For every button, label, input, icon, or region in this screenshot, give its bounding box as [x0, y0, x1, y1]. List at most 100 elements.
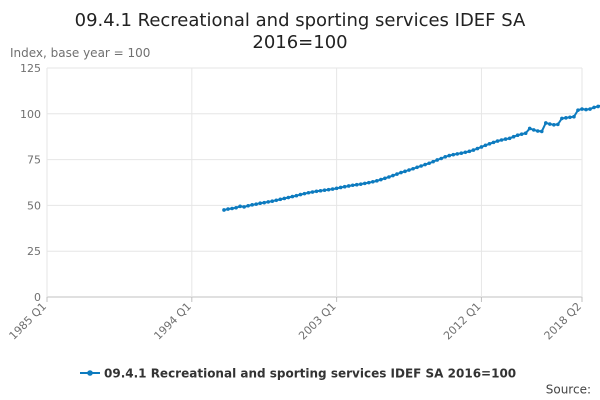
data-point[interactable] — [439, 156, 444, 161]
data-point[interactable] — [334, 186, 339, 191]
data-point[interactable] — [491, 140, 496, 145]
data-point[interactable] — [318, 188, 323, 193]
data-point[interactable] — [254, 202, 258, 206]
data-point[interactable] — [535, 129, 540, 133]
data-point[interactable] — [523, 131, 528, 136]
data-point[interactable] — [592, 105, 596, 110]
data-point[interactable] — [584, 107, 588, 112]
data-point[interactable] — [419, 164, 423, 168]
data-point[interactable] — [451, 152, 456, 157]
data-point[interactable] — [507, 136, 512, 141]
data-point[interactable] — [576, 108, 580, 112]
data-point[interactable] — [455, 152, 460, 156]
data-point[interactable] — [266, 200, 271, 204]
data-point[interactable] — [395, 172, 399, 176]
data-point[interactable] — [322, 188, 327, 192]
data-point[interactable] — [475, 146, 480, 151]
data-point[interactable] — [415, 165, 419, 170]
data-point[interactable] — [278, 197, 283, 202]
data-point[interactable] — [564, 116, 568, 120]
data-point[interactable] — [330, 187, 335, 191]
data-point[interactable] — [362, 181, 367, 186]
data-point[interactable] — [527, 126, 532, 131]
y-tick-label: 50 — [27, 199, 41, 212]
data-point[interactable] — [379, 177, 383, 182]
data-point[interactable] — [467, 149, 472, 154]
data-point[interactable] — [222, 208, 226, 212]
data-point[interactable] — [483, 143, 488, 148]
y-tick-label: 100 — [20, 108, 41, 121]
data-point[interactable] — [503, 137, 508, 141]
data-point[interactable] — [431, 159, 435, 164]
data-point[interactable] — [294, 193, 299, 198]
x-tick-label: 2012 Q1 — [441, 300, 484, 343]
data-point[interactable] — [495, 139, 500, 143]
data-point[interactable] — [588, 107, 592, 111]
data-point[interactable] — [375, 179, 379, 183]
data-point[interactable] — [302, 191, 307, 196]
data-point[interactable] — [479, 145, 484, 149]
data-point[interactable] — [552, 122, 556, 127]
legend[interactable]: 09.4.1 Recreational and sporting service… — [80, 367, 516, 381]
data-point[interactable] — [403, 169, 407, 174]
data-point[interactable] — [326, 187, 331, 192]
data-point[interactable] — [499, 138, 504, 142]
data-point[interactable] — [568, 115, 572, 120]
data-point[interactable] — [290, 194, 295, 199]
data-point[interactable] — [407, 168, 411, 172]
data-point[interactable] — [539, 129, 544, 134]
data-point[interactable] — [411, 166, 415, 171]
data-point[interactable] — [282, 196, 287, 201]
data-point[interactable] — [471, 148, 476, 152]
data-point[interactable] — [242, 205, 246, 209]
data-point[interactable] — [306, 190, 311, 195]
data-point[interactable] — [274, 198, 279, 203]
data-point[interactable] — [258, 201, 263, 205]
data-point[interactable] — [556, 122, 560, 127]
data-point[interactable] — [544, 121, 548, 125]
data-point[interactable] — [371, 179, 375, 184]
data-point[interactable] — [358, 182, 363, 186]
data-point[interactable] — [238, 204, 242, 209]
data-point[interactable] — [270, 199, 275, 203]
chart-title-line-1: 09.4.1 Recreational and sporting service… — [75, 10, 526, 31]
data-point[interactable] — [262, 200, 267, 205]
data-point[interactable] — [338, 185, 343, 190]
data-point[interactable] — [354, 182, 359, 187]
data-point[interactable] — [234, 205, 238, 210]
data-point[interactable] — [531, 128, 536, 132]
data-point[interactable] — [286, 195, 291, 200]
data-point[interactable] — [298, 192, 303, 197]
data-point[interactable] — [487, 142, 492, 146]
data-point[interactable] — [399, 170, 403, 175]
data-point[interactable] — [580, 107, 584, 111]
data-point[interactable] — [310, 190, 315, 194]
data-point[interactable] — [423, 162, 427, 167]
data-point[interactable] — [447, 153, 452, 158]
data-point[interactable] — [230, 206, 234, 211]
x-tick-label: 2018 Q2 — [542, 300, 585, 343]
data-point[interactable] — [250, 203, 254, 207]
data-point[interactable] — [459, 151, 464, 155]
data-point[interactable] — [443, 155, 448, 159]
data-point[interactable] — [314, 189, 319, 194]
data-point[interactable] — [427, 161, 431, 166]
data-point[interactable] — [246, 203, 250, 208]
data-point[interactable] — [226, 207, 230, 211]
data-point[interactable] — [391, 173, 395, 178]
data-point[interactable] — [387, 175, 391, 179]
data-point[interactable] — [350, 183, 355, 188]
data-point[interactable] — [572, 114, 576, 119]
data-point[interactable] — [515, 133, 520, 138]
data-point[interactable] — [346, 184, 351, 188]
data-point[interactable] — [519, 132, 524, 136]
data-point[interactable] — [560, 116, 564, 121]
data-point[interactable] — [548, 122, 552, 126]
data-point[interactable] — [367, 180, 371, 185]
data-point[interactable] — [342, 184, 347, 189]
data-point[interactable] — [383, 176, 387, 181]
data-point[interactable] — [596, 104, 600, 109]
data-point[interactable] — [435, 158, 439, 162]
data-point[interactable] — [511, 134, 516, 139]
data-point[interactable] — [463, 150, 468, 155]
